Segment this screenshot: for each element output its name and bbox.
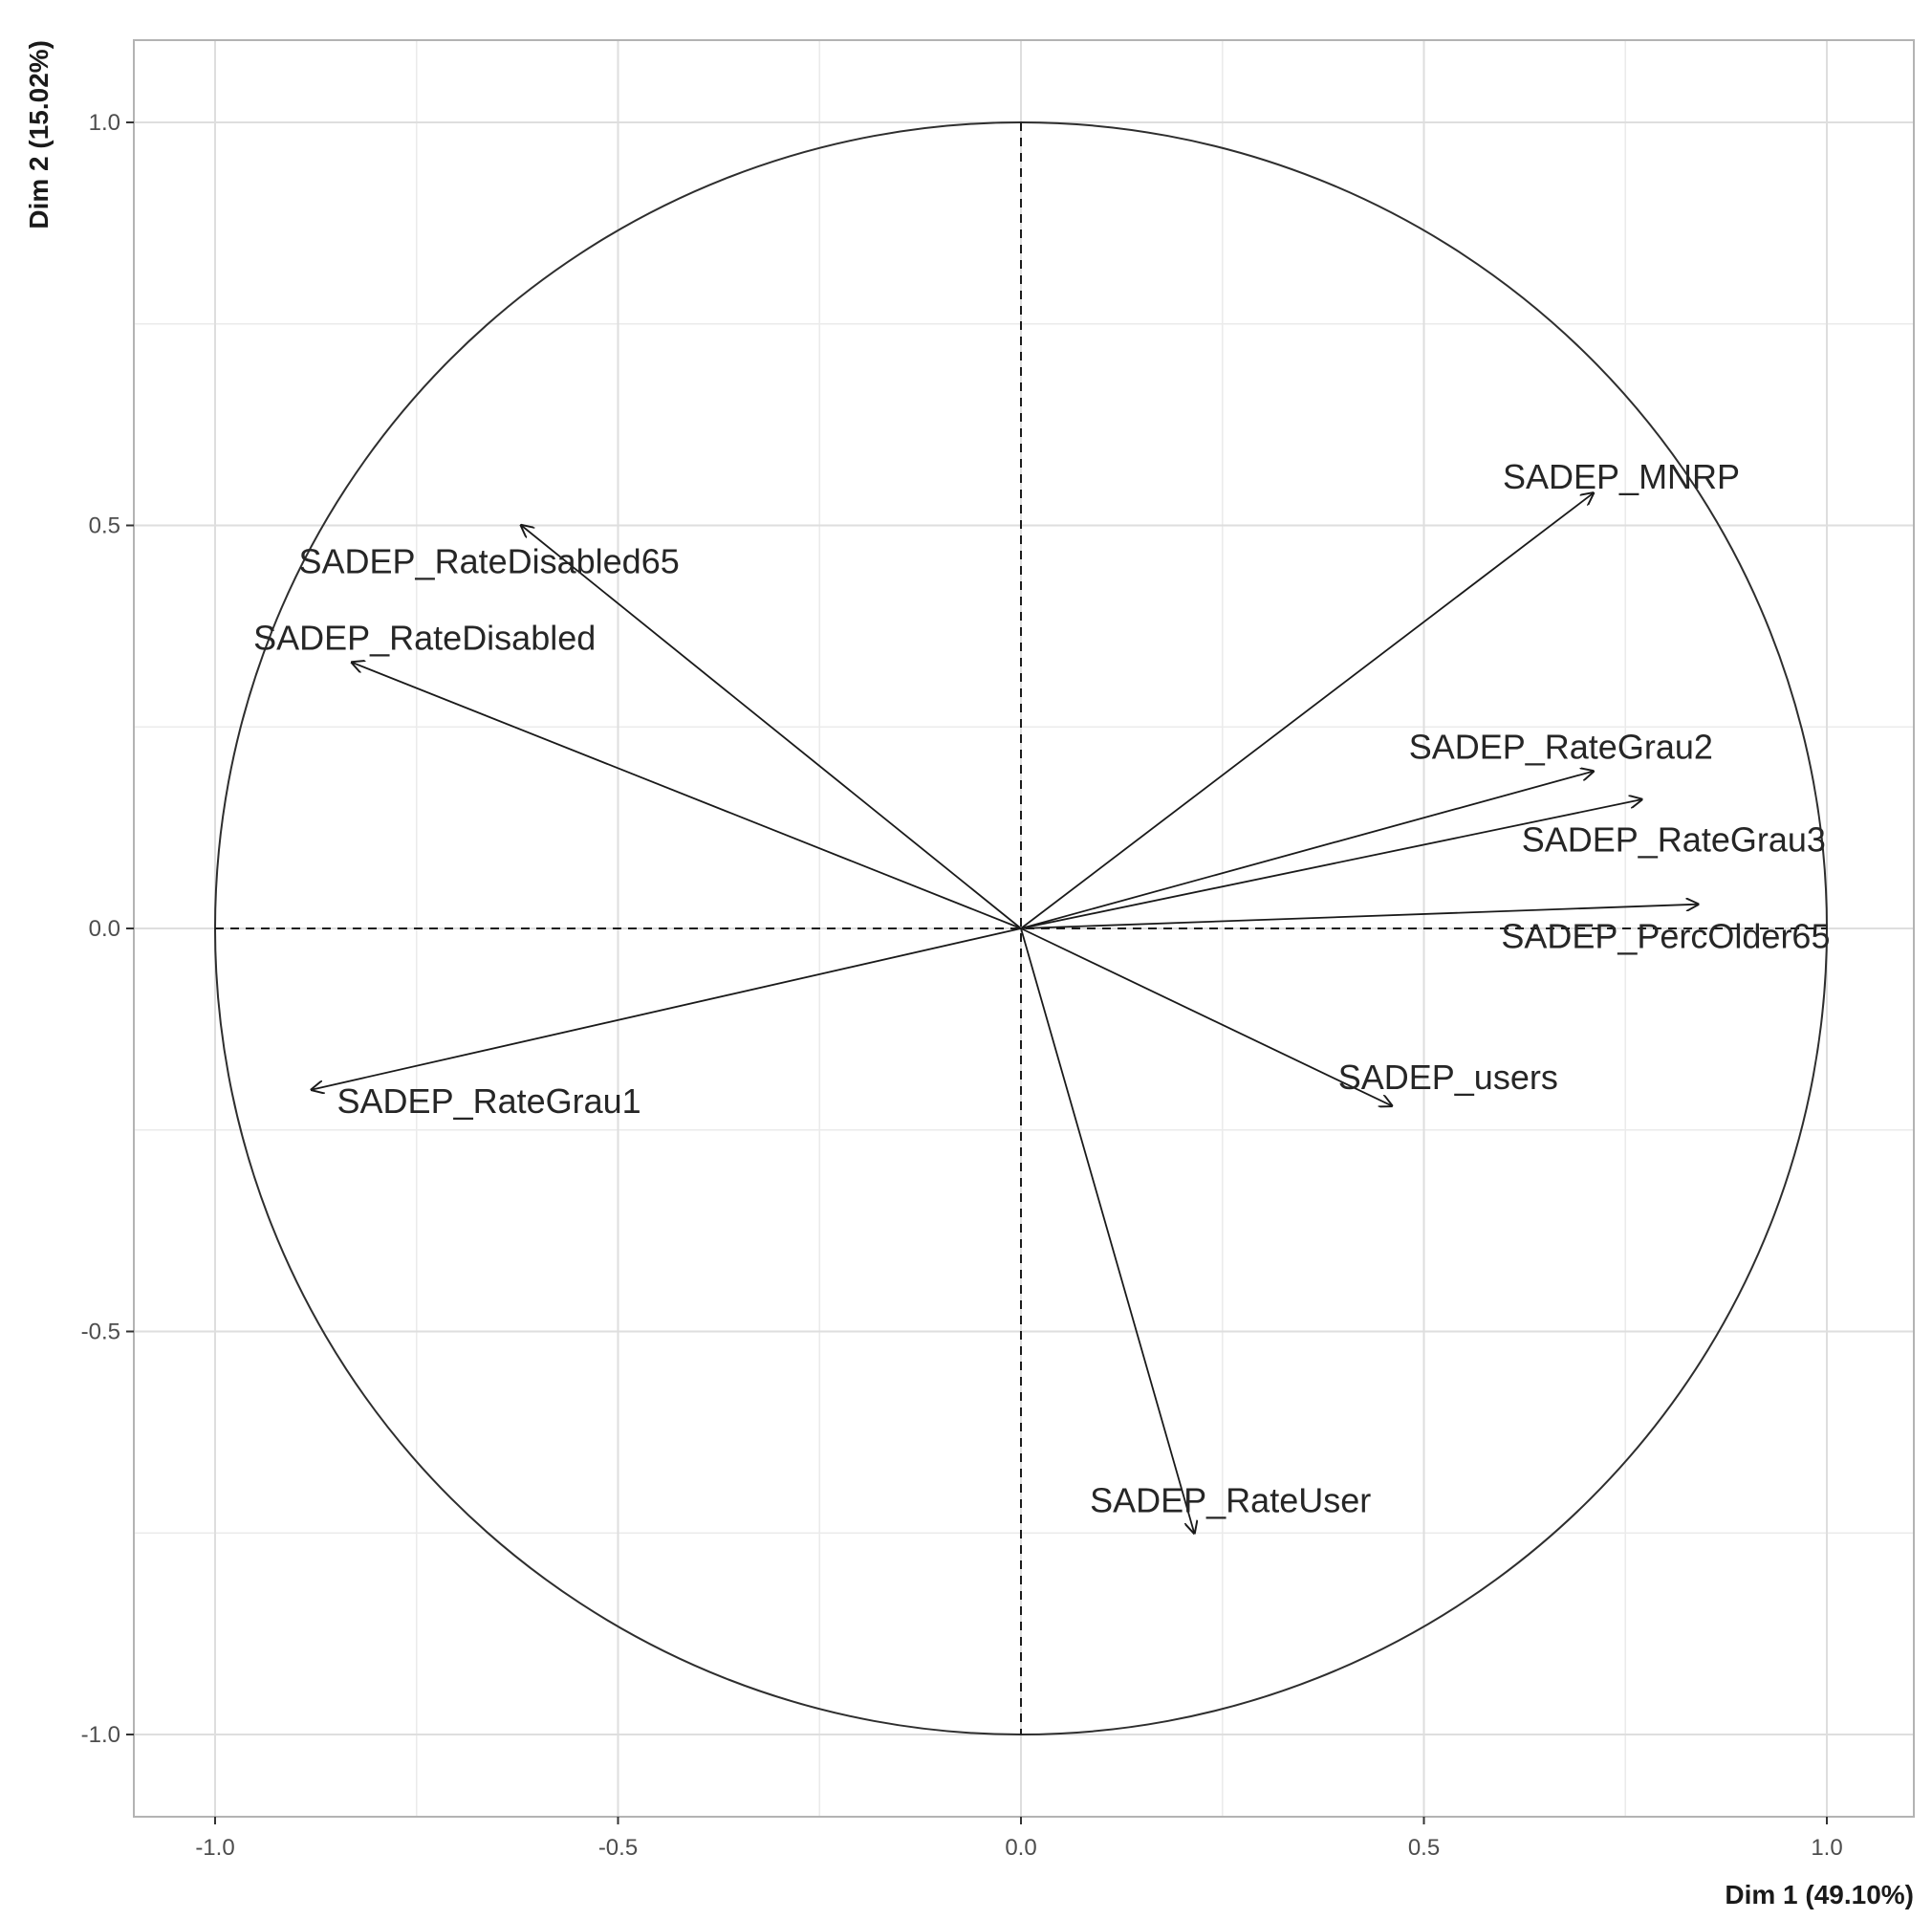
label-sadep-rategrau1: SADEP_RateGrau1 xyxy=(337,1081,641,1121)
arrow-sadep-users xyxy=(1020,927,1392,1105)
x-tick-label: -1.0 xyxy=(195,1835,234,1861)
arrow-sadep-mnrp xyxy=(1020,493,1594,929)
variable-arrows xyxy=(312,493,1698,1533)
arrow-sadep-rateuser xyxy=(1020,927,1194,1533)
arrow-sadep-rategrau1 xyxy=(312,927,1022,1090)
arrow-sadep-rategrau3 xyxy=(1020,799,1641,929)
label-sadep-users: SADEP_users xyxy=(1338,1058,1558,1097)
y-tick-label: 0.0 xyxy=(89,916,120,942)
label-sadep-ratedisabled: SADEP_RateDisabled xyxy=(253,619,596,658)
x-tick-label: 0.0 xyxy=(1005,1835,1036,1861)
y-axis-title: Dim 2 (15.02%) xyxy=(24,40,54,229)
label-sadep-mnrp: SADEP_MNRP xyxy=(1503,457,1740,496)
y-tick-label: 0.5 xyxy=(89,513,120,539)
x-axis-title: Dim 1 (49.10%) xyxy=(1725,1880,1914,1909)
y-tick-label: -0.5 xyxy=(81,1320,120,1345)
y-tick-label: 1.0 xyxy=(89,110,120,136)
x-tick-label: 0.5 xyxy=(1408,1835,1440,1861)
x-tick-label: -0.5 xyxy=(598,1835,638,1861)
y-axis-ticks: -1.0 -0.5 0.0 0.5 1.0 xyxy=(81,110,134,1748)
label-sadep-ratedisabled65: SADEP_RateDisabled65 xyxy=(299,541,680,580)
label-sadep-rateuser: SADEP_RateUser xyxy=(1090,1481,1371,1520)
variable-labels: SADEP_MNRP SADEP_RateDisabled65 SADEP_Rate… xyxy=(253,457,1830,1520)
arrow-sadep-ratedisabled xyxy=(352,663,1022,929)
label-sadep-rategrau3: SADEP_RateGrau3 xyxy=(1522,819,1826,859)
arrow-sadep-percolder65 xyxy=(1020,905,1698,929)
x-tick-label: 1.0 xyxy=(1811,1835,1842,1861)
arrow-sadep-rategrau2 xyxy=(1020,772,1594,929)
y-tick-label: -1.0 xyxy=(81,1722,120,1748)
arrow-sadep-ratedisabled65 xyxy=(521,526,1022,929)
label-sadep-rategrau2: SADEP_RateGrau2 xyxy=(1409,727,1713,766)
label-sadep-percolder65: SADEP_PercOlder65 xyxy=(1501,916,1830,955)
x-axis-ticks: -1.0 -0.5 0.0 0.5 1.0 xyxy=(195,1817,1843,1861)
